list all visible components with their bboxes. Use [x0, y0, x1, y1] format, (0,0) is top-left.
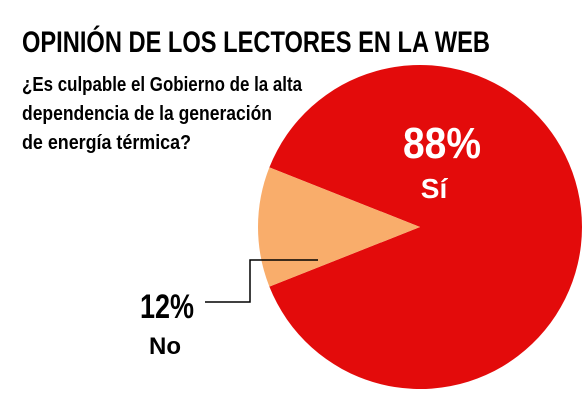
leader-line-no — [205, 259, 318, 303]
chart-subtitle-line-1: ¿Es culpable el Gobierno de la alta — [22, 74, 303, 96]
chart-title: OPINIÓN DE LOS LECTORES EN LA WEB — [22, 25, 490, 59]
pie-slices — [258, 65, 583, 389]
slice-value-label-no: 12% — [140, 288, 194, 326]
pie-slice-no — [258, 167, 420, 287]
slice-value-label-si: 88% — [403, 119, 481, 168]
chart-subtitle-line-2: dependencia de la generación — [22, 103, 272, 125]
pie-slice-si — [269, 65, 583, 389]
slice-name-label-no: No — [149, 333, 181, 360]
chart-subtitle-line-3: de energía térmica? — [22, 132, 191, 154]
slice-name-label-si: Sí — [421, 173, 449, 204]
